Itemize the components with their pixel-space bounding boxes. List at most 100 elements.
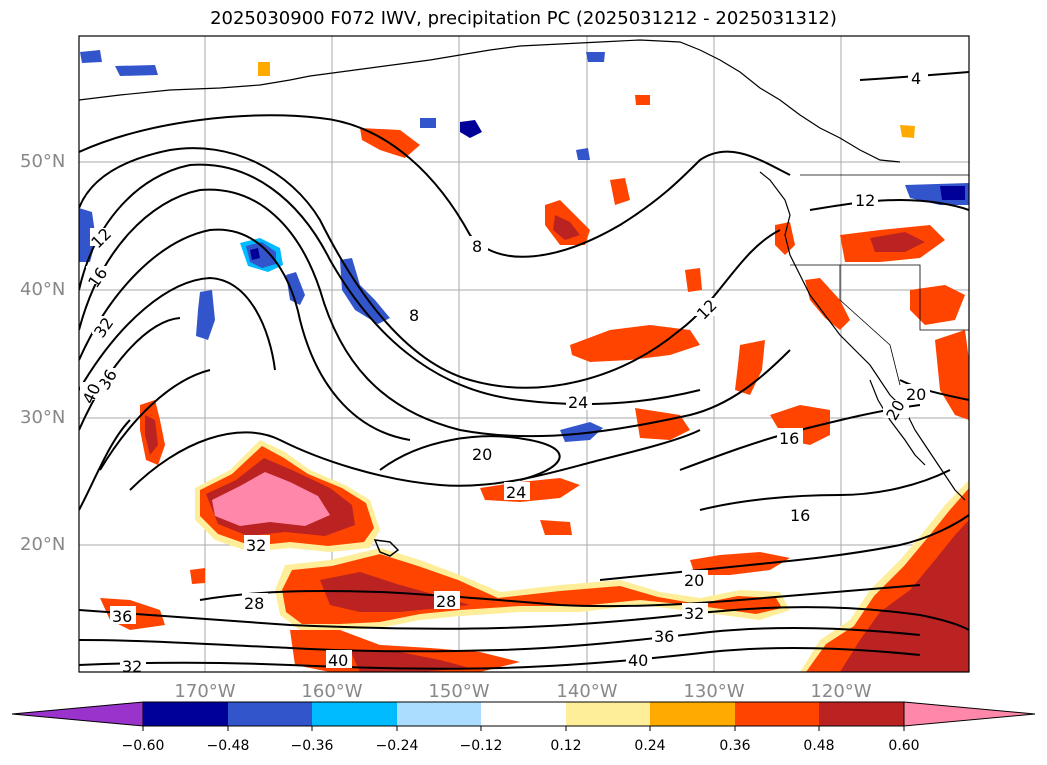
colorbar-tick-label: −0.24: [375, 738, 419, 754]
colorbar-tick-label: 0.12: [550, 738, 582, 754]
neg-blob-9: [460, 120, 482, 138]
contour-inner-b: [79, 419, 131, 511]
lon-label: 140°W: [556, 681, 618, 702]
state-border-1: [790, 264, 969, 331]
contour-label: 40: [628, 651, 648, 670]
contour-32b: [79, 606, 969, 631]
colorbar-tick-label: 0.48: [803, 738, 835, 754]
neg-blob-5: [79, 208, 96, 262]
contour-28: [79, 276, 276, 391]
colorbar-extend-right: [903, 701, 1036, 727]
iwv-contours: [79, 71, 969, 670]
precip-sierra: [805, 278, 850, 330]
lon-label: 170°W: [174, 681, 236, 702]
neg-blob-8: [586, 52, 605, 62]
neg-blob-11: [560, 422, 603, 442]
map-frame: [78, 35, 970, 673]
precip-core-pink: [212, 472, 330, 526]
contour-label: 16: [790, 506, 810, 525]
lon-label: 130°W: [683, 681, 745, 702]
contour-20c: [899, 379, 969, 401]
colorbar-swatch: [650, 702, 735, 726]
contour-inner-a: [99, 369, 211, 471]
contour-label: 12: [855, 191, 875, 210]
contour-label: 32: [246, 536, 266, 555]
colorbar-swatch: [228, 702, 312, 726]
colorbar-tick-label: −0.60: [121, 738, 165, 754]
colorbar-tick-label: −0.36: [290, 738, 334, 754]
contour-labels: 4 12 12 16 32 36 40 8 8 12 24 20 24: [79, 68, 930, 676]
north-america-coast: [759, 171, 966, 501]
contour-label: 24: [506, 483, 526, 502]
colorbar-swatch: [735, 702, 819, 726]
contour-36: [79, 627, 921, 653]
contour-28b: [199, 584, 921, 608]
colorbar-tick-label: −0.12: [459, 738, 503, 754]
contour-label: 20: [906, 385, 926, 404]
lon-label: 120°W: [810, 681, 872, 702]
contour-20b: [599, 514, 969, 581]
precip-positive-fill: [100, 62, 969, 672]
coastlines: [79, 39, 969, 557]
alaska-coast: [79, 39, 901, 163]
contour-20a: [79, 188, 791, 438]
contour-label: 16: [779, 429, 799, 448]
lon-label: 160°W: [301, 681, 363, 702]
contour-label: 32: [684, 604, 704, 623]
contour-24: [79, 228, 411, 441]
hawaii: [373, 539, 400, 557]
precip-midlat-1: [570, 325, 700, 362]
precip-small-6: [900, 125, 915, 138]
contour-label: 20: [472, 445, 492, 464]
lat-label: 30°N: [20, 407, 66, 428]
contour-32: [79, 317, 181, 431]
precip-midlat-4: [610, 178, 630, 205]
baja-coast: [869, 379, 926, 466]
state-border-3: [839, 265, 901, 386]
neg-blob-10: [576, 148, 590, 160]
colorbar-swatch: [312, 702, 397, 726]
contour-4: [859, 71, 969, 81]
precip-small-4: [540, 520, 572, 535]
neg-blob-4: [286, 272, 305, 305]
neg-blob-6: [115, 65, 158, 76]
contour-label: 8: [472, 237, 482, 256]
lat-label: 50°N: [20, 151, 66, 172]
colorbar-swatch: [143, 702, 228, 726]
contour-8: [79, 114, 791, 258]
contour-12: [79, 147, 781, 389]
precip-utah: [910, 285, 965, 325]
contour-label: 8: [409, 306, 419, 325]
colorbar-tick-label: 0.36: [719, 738, 751, 754]
contour-ridge-2: [379, 435, 561, 481]
colorbar-tick-label: 0.24: [634, 738, 666, 754]
contour-label: 32: [122, 657, 142, 676]
colorbar: [11, 701, 1036, 731]
colorbar-tick-label: −0.48: [206, 738, 250, 754]
precip-midlat-5: [735, 340, 765, 395]
lat-label: 20°N: [20, 534, 66, 555]
precip-small-3: [635, 408, 690, 440]
colorbar-swatch: [819, 702, 904, 726]
neg-blob-3: [196, 290, 215, 340]
contour-ridge-1: [129, 429, 701, 491]
neg-blob-2: [340, 258, 390, 324]
neg-blob-7: [80, 50, 102, 63]
precip-small-5: [685, 268, 702, 292]
neg-blob-13: [420, 118, 436, 128]
colorbar-swatch: [397, 702, 481, 726]
lat-label: 40°N: [20, 279, 66, 300]
contour-40: [79, 647, 921, 670]
colorbar-extend-left: [11, 701, 144, 727]
contour-16c: [699, 469, 951, 511]
chart-title: 2025030900 F072 IWV, precipitation PC (2…: [210, 8, 837, 29]
contour-12b: [809, 198, 969, 211]
precip-small-8: [635, 95, 650, 105]
precip-small-1: [190, 568, 205, 584]
contour-label: 24: [568, 393, 588, 412]
contour-label: 36: [654, 627, 674, 646]
contour-label: 36: [112, 607, 132, 626]
contour-label: 28: [244, 594, 264, 613]
precip-small-7: [258, 62, 270, 76]
